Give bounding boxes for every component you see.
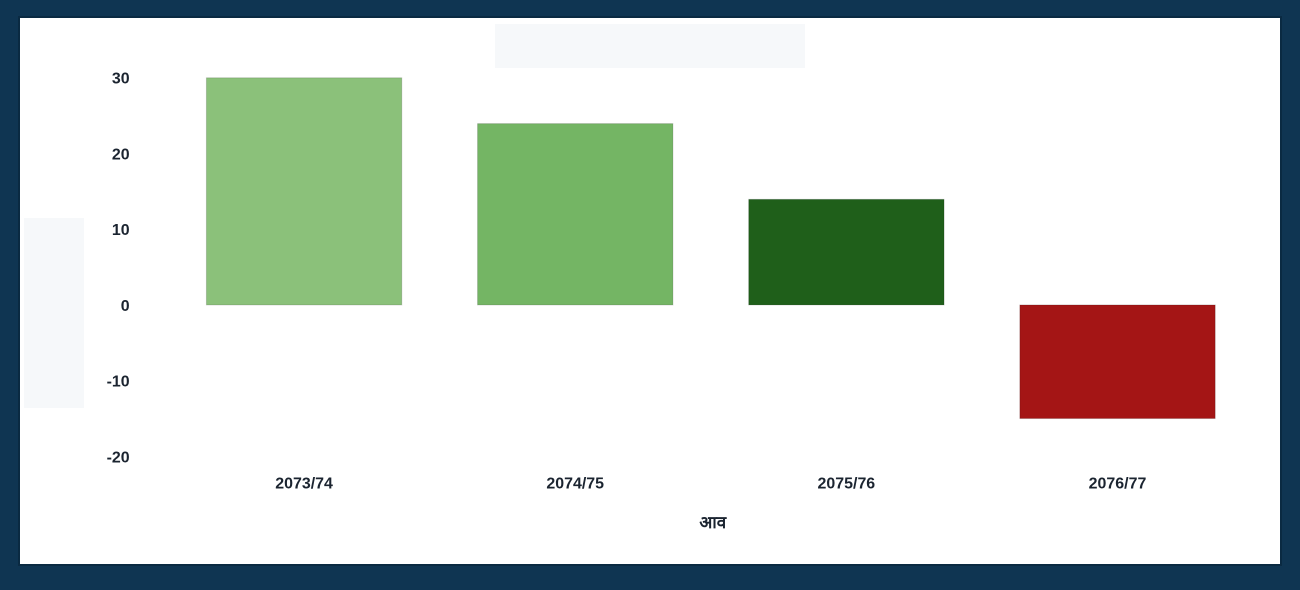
y-tick-30: 30	[112, 71, 130, 88]
y-tick-neg20: -20	[107, 449, 130, 466]
y-tick-label: 30	[112, 71, 130, 88]
x-tick-2: 2075/76	[818, 475, 876, 492]
x-axis-label: आव	[699, 513, 726, 532]
x-tick-label: 2073/74	[275, 475, 333, 492]
chart-panel: 30 20 10 0 -10 -20 2073/	[18, 16, 1282, 566]
bar-chart: 30 20 10 0 -10 -20 2073/	[20, 18, 1280, 564]
y-tick-0: 0	[121, 298, 130, 315]
y-tick-10: 10	[112, 222, 130, 239]
x-tick-label: 2074/75	[546, 475, 604, 492]
bar-2075-76	[749, 199, 944, 305]
bar-2076-77	[1020, 305, 1215, 419]
x-tick-0: 2073/74	[275, 475, 333, 492]
x-tick-3: 2076/77	[1089, 475, 1147, 492]
y-tick-label: -10	[107, 374, 130, 391]
y-tick-label: 0	[121, 298, 130, 315]
y-tick-neg10: -10	[107, 374, 130, 391]
y-tick-20: 20	[112, 146, 130, 163]
y-tick-label: -20	[107, 449, 130, 466]
bar-2073-74	[206, 78, 401, 305]
y-tick-label: 10	[112, 222, 130, 239]
x-tick-label: 2075/76	[818, 475, 876, 492]
x-tick-1: 2074/75	[546, 475, 604, 492]
outer-frame: 30 20 10 0 -10 -20 2073/	[0, 0, 1300, 590]
y-tick-label: 20	[112, 146, 130, 163]
bar-2074-75	[478, 124, 673, 305]
x-tick-label: 2076/77	[1089, 475, 1147, 492]
